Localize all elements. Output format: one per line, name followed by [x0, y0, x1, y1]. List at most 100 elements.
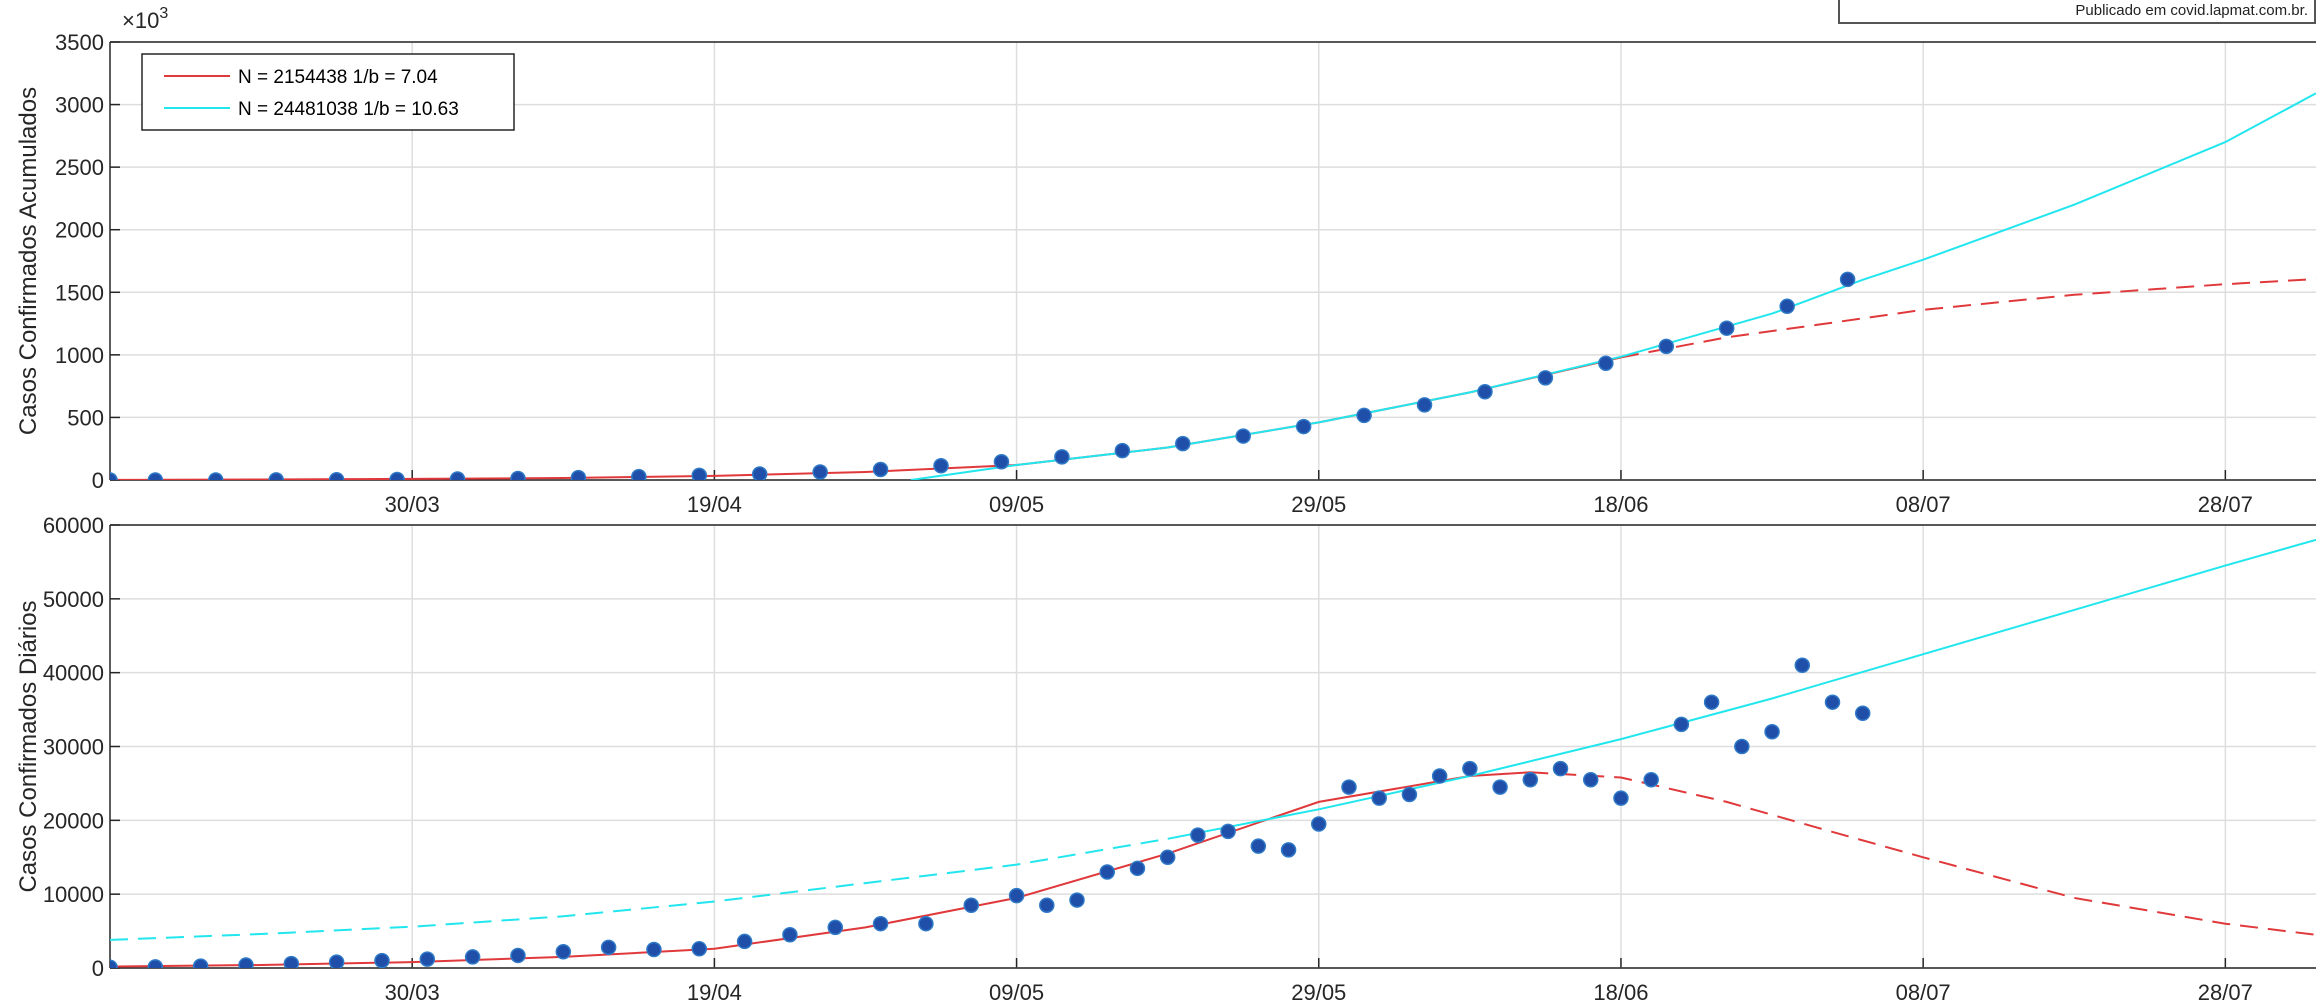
series-line-1-dashed [1620, 278, 2316, 359]
data-point [1175, 435, 1191, 452]
data-point [631, 468, 647, 480]
data-point [1311, 816, 1327, 832]
chart-panel-1: 30/03 19/04 09/05 29/05 18/06 08/07 28/07 0 500 1… [15, 5, 2316, 517]
data-point [933, 457, 949, 474]
data-point [1371, 790, 1387, 806]
data-point [1159, 849, 1176, 865]
data-point [1462, 760, 1478, 777]
data-point [1522, 771, 1539, 788]
legend-entry-2: N = 24481038 1/b = 10.63 [238, 99, 459, 120]
data-point [110, 959, 118, 968]
data-point [1280, 842, 1297, 858]
data-point [1054, 449, 1070, 465]
x-tick-label: 28/07 [2198, 980, 2253, 1005]
data-point [510, 947, 526, 964]
y-tick-label: 2500 [55, 155, 104, 180]
data-point [646, 941, 662, 958]
data-point [1477, 384, 1493, 400]
data-point [918, 915, 934, 932]
y-tick-label: 1500 [55, 280, 104, 305]
x-tick-label: 09/05 [989, 980, 1044, 1005]
x-tick-label: 28/07 [2198, 492, 2253, 517]
data-point [1824, 694, 1841, 710]
x-tick-label: 08/07 [1896, 980, 1951, 1005]
series-group [110, 538, 2316, 968]
data-point [1613, 790, 1629, 806]
data-point [110, 472, 118, 480]
x-tick-label: 30/03 [385, 492, 440, 517]
data-point [1794, 657, 1811, 674]
data-point [1008, 887, 1025, 904]
x-tick-label: 08/07 [1896, 492, 1951, 517]
data-point [600, 939, 617, 956]
series-line-2 [910, 92, 2316, 480]
series-line-1 [110, 356, 1622, 480]
data-point [328, 954, 345, 968]
legend-box [141, 53, 515, 131]
data-point [691, 941, 708, 957]
data-point [1295, 418, 1312, 435]
data-point [1401, 786, 1418, 803]
y-tick-label: 20000 [43, 808, 104, 833]
y-tick-label: 30000 [43, 735, 104, 760]
chart-panel-2: 30/03 19/04 09/05 29/05 18/06 08/07 28/07 0 1000… [15, 513, 2316, 1005]
data-point [464, 949, 481, 965]
series-line-1 [110, 771, 1531, 968]
data-point [1250, 838, 1267, 854]
x-tick-label: 19/04 [687, 980, 742, 1005]
data-point [328, 471, 345, 480]
data-point [419, 951, 436, 967]
y-exponent-label: ×103 [122, 5, 168, 33]
y-tick-label: 500 [67, 405, 104, 430]
y-tick-label: 10000 [43, 882, 104, 907]
publication-note: Publicado em covid.lapmat.com.br. [1838, 0, 2316, 24]
data-point [751, 466, 768, 480]
x-tick-label: 29/05 [1291, 492, 1346, 517]
data-point [1129, 860, 1146, 877]
y-exponent-power: 3 [159, 5, 168, 22]
x-tick-label: 18/06 [1593, 492, 1648, 517]
data-point [691, 467, 708, 480]
x-tick-label: 29/05 [1291, 980, 1346, 1005]
data-point [510, 470, 526, 480]
data-point [1839, 271, 1856, 288]
data-point [1039, 897, 1055, 913]
data-point [827, 919, 844, 936]
data-point [1703, 694, 1720, 710]
data-point [872, 915, 889, 932]
data-point [374, 952, 390, 968]
legend-entry-1: N = 2154438 1/b = 7.04 [238, 67, 438, 88]
data-point [1764, 723, 1780, 740]
y-axis-label: Casos Confirmados Acumulados [15, 87, 42, 435]
x-tick-label: 09/05 [989, 492, 1044, 517]
data-point [208, 472, 224, 480]
data-point [1718, 320, 1735, 336]
data-point [1734, 738, 1750, 755]
data-point [1220, 823, 1236, 840]
data-point [1643, 771, 1659, 788]
series-line-1-dashed [1530, 771, 2316, 936]
x-tick-label: 30/03 [385, 980, 440, 1005]
x-tick-label: 18/06 [1593, 980, 1648, 1005]
data-point [268, 472, 284, 480]
series-line-2 [1167, 538, 2316, 840]
data-point [872, 461, 889, 478]
series-group [110, 92, 2316, 480]
data-point [283, 955, 300, 968]
data-point [147, 472, 164, 480]
data-point [1431, 768, 1448, 784]
data-point [570, 469, 587, 480]
data-point [1658, 338, 1675, 355]
x-tick-label: 19/04 [687, 492, 742, 517]
data-point [449, 471, 466, 480]
data-point [555, 944, 572, 960]
data-point [993, 453, 1010, 470]
data-point [192, 958, 209, 968]
y-tick-label: 3500 [55, 30, 104, 55]
data-point [736, 933, 753, 950]
data-point [389, 471, 405, 480]
y-tick-label: 0 [92, 956, 104, 981]
data-point [1114, 442, 1131, 459]
data-point [1582, 771, 1599, 788]
